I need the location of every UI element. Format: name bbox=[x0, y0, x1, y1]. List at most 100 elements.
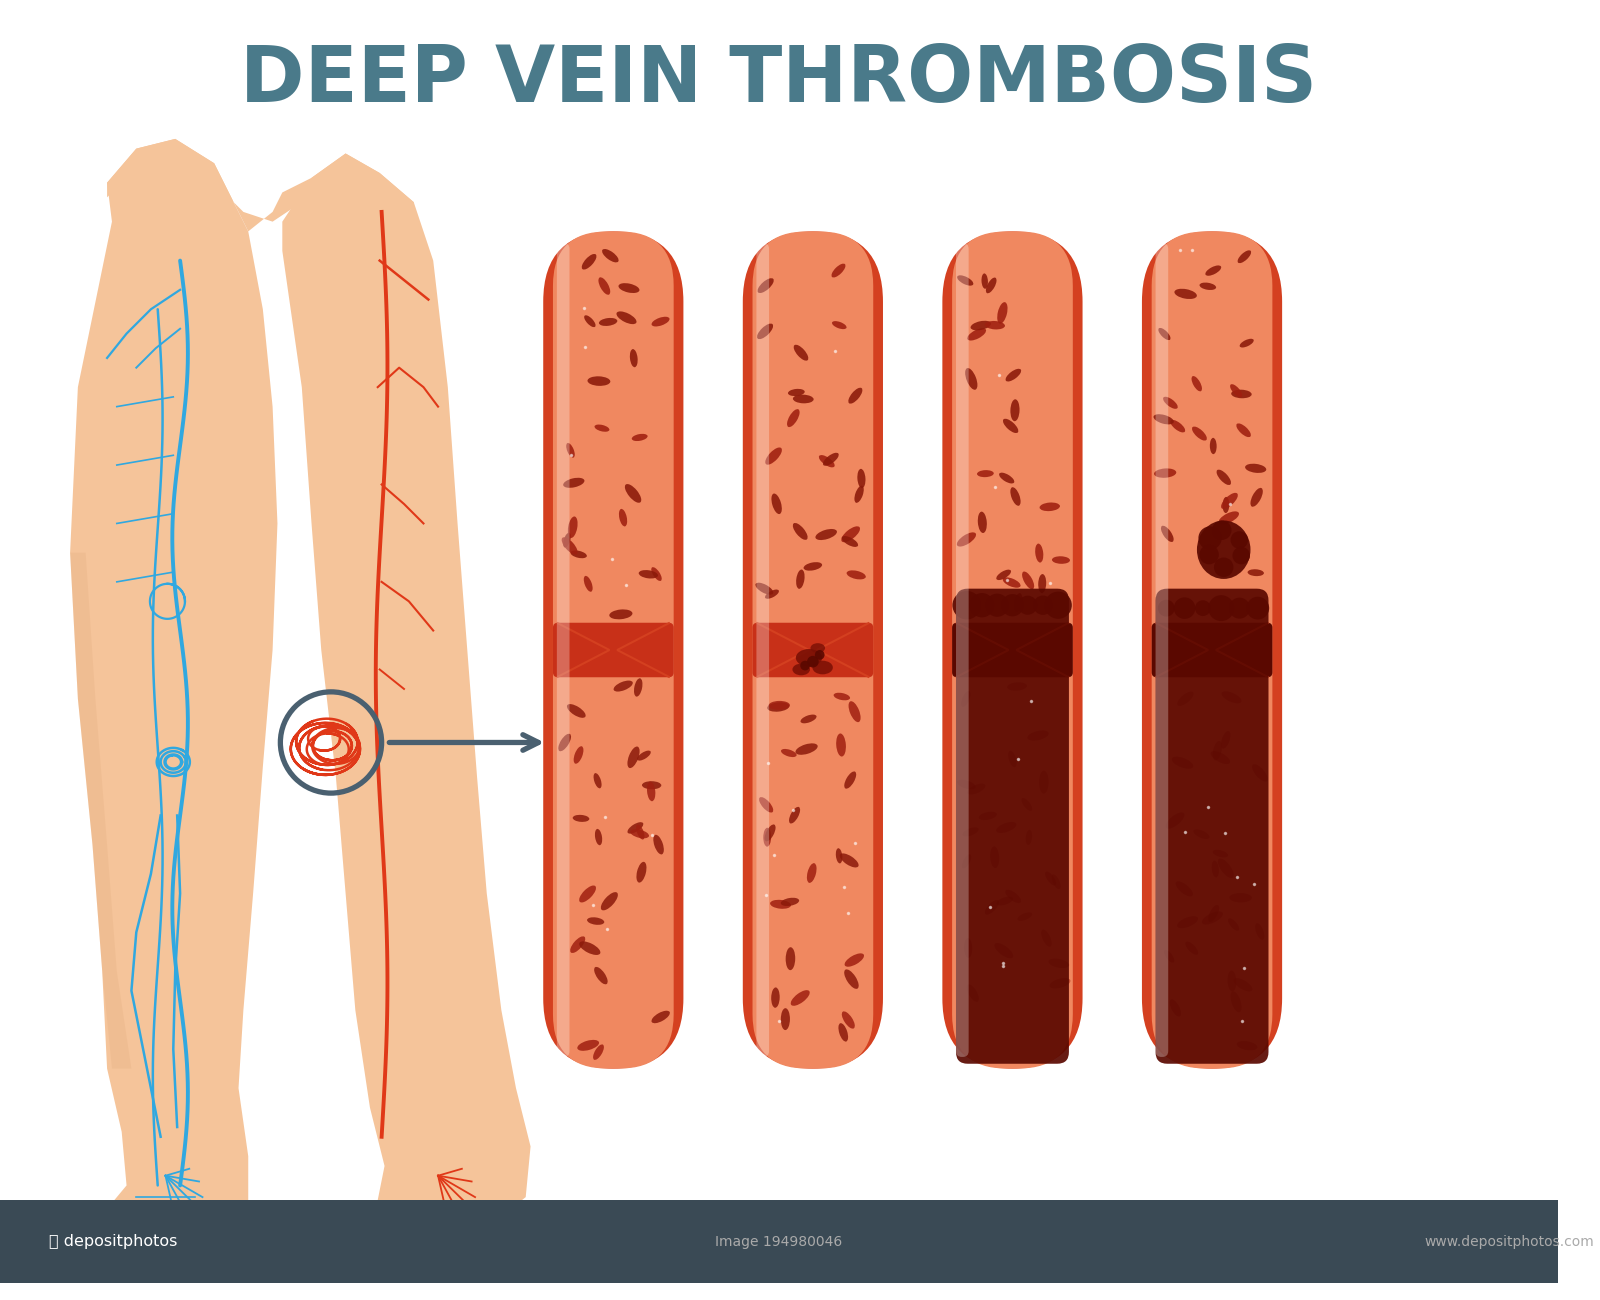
Ellipse shape bbox=[1154, 415, 1174, 424]
Ellipse shape bbox=[587, 918, 605, 924]
FancyBboxPatch shape bbox=[554, 231, 674, 1069]
Ellipse shape bbox=[1221, 731, 1230, 749]
Ellipse shape bbox=[997, 302, 1008, 324]
Polygon shape bbox=[70, 552, 131, 1069]
Ellipse shape bbox=[1237, 1041, 1258, 1050]
Ellipse shape bbox=[822, 452, 838, 465]
Ellipse shape bbox=[598, 318, 618, 326]
Circle shape bbox=[1158, 599, 1174, 616]
Ellipse shape bbox=[1038, 575, 1046, 593]
Circle shape bbox=[1232, 547, 1250, 564]
Circle shape bbox=[814, 650, 824, 659]
Ellipse shape bbox=[837, 733, 846, 757]
Ellipse shape bbox=[834, 693, 850, 701]
Ellipse shape bbox=[630, 829, 650, 838]
Ellipse shape bbox=[594, 774, 602, 788]
Ellipse shape bbox=[1218, 858, 1234, 878]
FancyBboxPatch shape bbox=[544, 231, 683, 1069]
Ellipse shape bbox=[1014, 593, 1022, 611]
Ellipse shape bbox=[1216, 469, 1230, 485]
FancyBboxPatch shape bbox=[952, 231, 1074, 1069]
Ellipse shape bbox=[806, 863, 816, 883]
Ellipse shape bbox=[786, 948, 795, 970]
Ellipse shape bbox=[578, 1040, 598, 1050]
Ellipse shape bbox=[582, 254, 597, 269]
FancyBboxPatch shape bbox=[752, 623, 874, 677]
Bar bbox=[0, 1200, 1558, 1283]
Ellipse shape bbox=[763, 828, 771, 846]
Ellipse shape bbox=[858, 469, 866, 489]
Ellipse shape bbox=[616, 312, 637, 324]
Ellipse shape bbox=[637, 750, 651, 760]
Circle shape bbox=[1214, 558, 1234, 577]
Ellipse shape bbox=[1230, 385, 1242, 398]
Ellipse shape bbox=[619, 508, 627, 526]
Ellipse shape bbox=[573, 815, 589, 822]
Ellipse shape bbox=[845, 953, 864, 967]
Ellipse shape bbox=[637, 824, 645, 840]
Ellipse shape bbox=[584, 316, 595, 328]
Ellipse shape bbox=[1051, 875, 1061, 889]
Ellipse shape bbox=[835, 848, 842, 863]
Ellipse shape bbox=[800, 715, 816, 723]
Ellipse shape bbox=[797, 569, 805, 589]
Ellipse shape bbox=[1027, 731, 1048, 741]
Ellipse shape bbox=[562, 537, 578, 555]
Ellipse shape bbox=[1178, 916, 1198, 928]
Ellipse shape bbox=[579, 885, 595, 902]
Ellipse shape bbox=[595, 425, 610, 432]
Ellipse shape bbox=[757, 324, 773, 339]
FancyBboxPatch shape bbox=[1155, 589, 1269, 1063]
Ellipse shape bbox=[1163, 950, 1174, 962]
Ellipse shape bbox=[986, 277, 997, 294]
Circle shape bbox=[970, 593, 994, 618]
Ellipse shape bbox=[838, 1023, 848, 1041]
Ellipse shape bbox=[792, 663, 810, 675]
Ellipse shape bbox=[1010, 399, 1019, 421]
Ellipse shape bbox=[1035, 543, 1043, 563]
Ellipse shape bbox=[1040, 503, 1059, 511]
Ellipse shape bbox=[968, 328, 986, 341]
Ellipse shape bbox=[794, 344, 808, 360]
Ellipse shape bbox=[1008, 750, 1016, 767]
FancyBboxPatch shape bbox=[955, 589, 1069, 1063]
Circle shape bbox=[1198, 526, 1222, 550]
Ellipse shape bbox=[1003, 419, 1018, 433]
Ellipse shape bbox=[653, 835, 664, 854]
Ellipse shape bbox=[978, 512, 987, 533]
Ellipse shape bbox=[816, 529, 837, 539]
Text: www.depositphotos.com: www.depositphotos.com bbox=[1424, 1235, 1594, 1249]
Ellipse shape bbox=[768, 702, 789, 711]
Ellipse shape bbox=[1021, 798, 1032, 811]
Ellipse shape bbox=[1253, 764, 1267, 781]
Ellipse shape bbox=[632, 434, 648, 441]
FancyBboxPatch shape bbox=[752, 231, 874, 1069]
Ellipse shape bbox=[1211, 751, 1230, 764]
Ellipse shape bbox=[1221, 692, 1242, 703]
Ellipse shape bbox=[768, 701, 790, 710]
Ellipse shape bbox=[998, 473, 1014, 484]
Ellipse shape bbox=[795, 649, 822, 667]
Circle shape bbox=[1230, 532, 1248, 549]
Ellipse shape bbox=[1221, 493, 1238, 508]
Ellipse shape bbox=[1194, 829, 1210, 838]
Ellipse shape bbox=[832, 321, 846, 329]
FancyBboxPatch shape bbox=[952, 623, 1074, 677]
Ellipse shape bbox=[1213, 741, 1222, 760]
Ellipse shape bbox=[1006, 682, 1027, 690]
Ellipse shape bbox=[626, 484, 642, 503]
Circle shape bbox=[1246, 597, 1269, 620]
Polygon shape bbox=[70, 139, 277, 1226]
FancyBboxPatch shape bbox=[942, 231, 1083, 1069]
Ellipse shape bbox=[602, 892, 618, 910]
Ellipse shape bbox=[965, 368, 978, 390]
Ellipse shape bbox=[794, 395, 814, 403]
Ellipse shape bbox=[1048, 958, 1069, 968]
Ellipse shape bbox=[966, 984, 979, 1002]
Ellipse shape bbox=[613, 681, 632, 692]
Ellipse shape bbox=[957, 533, 976, 546]
Ellipse shape bbox=[1165, 812, 1184, 828]
Ellipse shape bbox=[1222, 497, 1229, 514]
Ellipse shape bbox=[595, 829, 602, 845]
Ellipse shape bbox=[1170, 420, 1186, 433]
